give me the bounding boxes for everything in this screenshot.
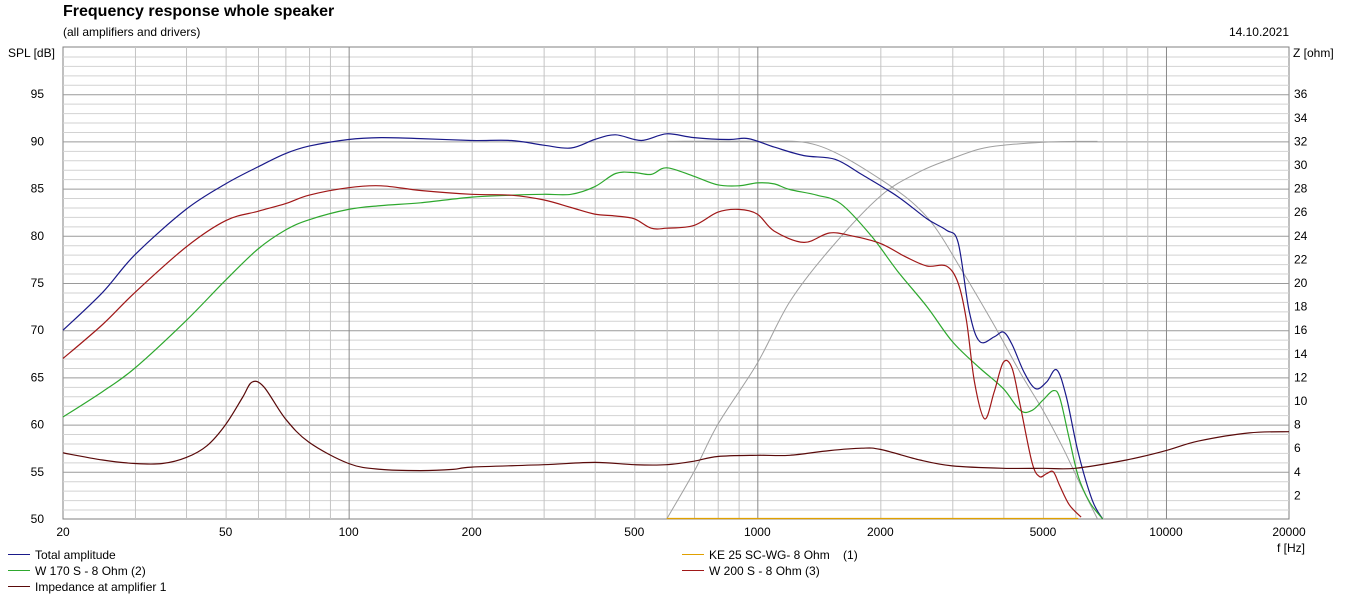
series-line-unlabeled-6 bbox=[666, 140, 1098, 520]
series-line-total-amplitude bbox=[62, 133, 1104, 520]
x-tick-label: 50 bbox=[219, 525, 233, 539]
legend-item-impedance: Impedance at amplifier 1 bbox=[8, 580, 166, 594]
y2-tick-label: 4 bbox=[1294, 465, 1301, 479]
y2-tick-label: 34 bbox=[1294, 111, 1308, 125]
x-tick-label: 100 bbox=[339, 525, 359, 539]
y2-tick-label: 14 bbox=[1294, 347, 1308, 361]
series-line-w-170-s-8-ohm-2 bbox=[62, 167, 1104, 520]
chart-ticks: 5055606570758085909524681012141618202224… bbox=[31, 87, 1308, 539]
y-tick-label: 70 bbox=[31, 323, 45, 337]
y2-tick-label: 16 bbox=[1294, 323, 1308, 337]
legend-swatch bbox=[8, 570, 30, 572]
y-tick-label: 60 bbox=[31, 418, 45, 432]
y2-tick-label: 12 bbox=[1294, 370, 1308, 384]
y-tick-label: 75 bbox=[31, 276, 45, 290]
legend-swatch bbox=[682, 554, 704, 556]
chart-title: Frequency response whole speaker bbox=[63, 3, 335, 20]
legend-item-total: Total amplitude bbox=[8, 548, 116, 562]
legend-item-w200: W 200 S - 8 Ohm (3) bbox=[682, 564, 820, 578]
y-axis-label: SPL [dB] bbox=[8, 46, 55, 60]
y-tick-label: 80 bbox=[31, 229, 45, 243]
y2-tick-label: 18 bbox=[1294, 300, 1308, 314]
chart-series bbox=[62, 133, 1290, 520]
y-tick-label: 55 bbox=[31, 465, 45, 479]
y2-tick-label: 28 bbox=[1294, 182, 1308, 196]
y-tick-label: 95 bbox=[31, 87, 45, 101]
legend-label: KE 25 SC-WG- 8 Ohm (1) bbox=[709, 548, 858, 562]
x-tick-label: 5000 bbox=[1030, 525, 1057, 539]
legend-item-ke25: KE 25 SC-WG- 8 Ohm (1) bbox=[682, 548, 858, 562]
y2-tick-label: 8 bbox=[1294, 418, 1301, 432]
legend-swatch bbox=[682, 570, 704, 572]
y2-tick-label: 32 bbox=[1294, 134, 1308, 148]
y-tick-label: 85 bbox=[31, 182, 45, 196]
y2-tick-label: 26 bbox=[1294, 205, 1308, 219]
x-tick-label: 2000 bbox=[867, 525, 894, 539]
chart-date: 14.10.2021 bbox=[1228, 25, 1289, 39]
y2-tick-label: 30 bbox=[1294, 158, 1308, 172]
y2-tick-label: 22 bbox=[1294, 252, 1308, 266]
y2-tick-label: 2 bbox=[1294, 488, 1301, 502]
y2-tick-label: 36 bbox=[1294, 87, 1308, 101]
x-axis-label: f [Hz] bbox=[1277, 541, 1305, 555]
legend-label: W 170 S - 8 Ohm (2) bbox=[35, 564, 146, 578]
legend-label: Total amplitude bbox=[35, 548, 116, 562]
x-tick-label: 200 bbox=[462, 525, 482, 539]
x-tick-label: 1000 bbox=[744, 525, 771, 539]
series-line-impedance-at-amplifier-1 bbox=[62, 380, 1290, 472]
legend-swatch bbox=[8, 586, 30, 588]
chart-subtitle: (all amplifiers and drivers) bbox=[63, 25, 201, 39]
y2-tick-label: 10 bbox=[1294, 394, 1308, 408]
y2-axis-label: Z [ohm] bbox=[1293, 46, 1334, 60]
legend-label: Impedance at amplifier 1 bbox=[35, 580, 167, 594]
y2-tick-label: 20 bbox=[1294, 276, 1308, 290]
y-tick-label: 50 bbox=[31, 512, 45, 526]
x-tick-label: 20000 bbox=[1272, 525, 1306, 539]
y-tick-label: 90 bbox=[31, 134, 45, 148]
legend-item-w170: W 170 S - 8 Ohm (2) bbox=[8, 564, 146, 578]
y2-tick-label: 6 bbox=[1294, 441, 1301, 455]
x-tick-label: 500 bbox=[624, 525, 644, 539]
y2-tick-label: 24 bbox=[1294, 229, 1308, 243]
series-line-unlabeled-5 bbox=[666, 140, 1098, 520]
x-tick-label: 10000 bbox=[1149, 525, 1183, 539]
x-tick-label: 20 bbox=[56, 525, 70, 539]
chart-grid bbox=[62, 46, 1290, 520]
y-tick-label: 65 bbox=[31, 370, 45, 384]
series-line-w-200-s-8-ohm-3 bbox=[62, 185, 1082, 518]
legend-swatch bbox=[8, 554, 30, 556]
legend-label: W 200 S - 8 Ohm (3) bbox=[709, 564, 820, 578]
